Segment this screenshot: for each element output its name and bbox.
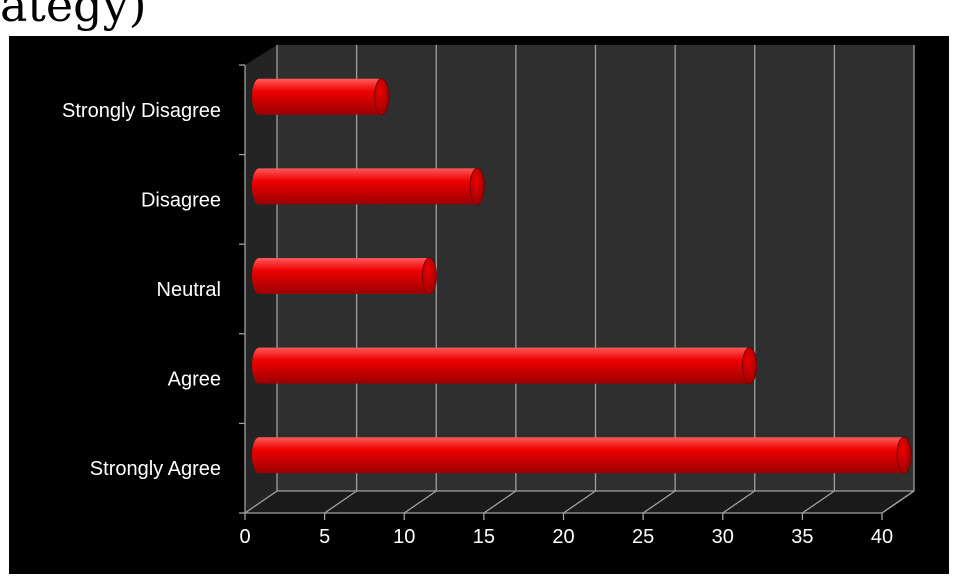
gridline-floor xyxy=(722,490,756,514)
gridline-floor xyxy=(324,490,357,514)
x-tick-label: 10 xyxy=(393,526,415,548)
gridline-floor xyxy=(563,490,596,514)
bar-end-cap xyxy=(896,436,912,474)
bar xyxy=(252,258,437,294)
x-tick-labels: 0 5 10 15 20 25 30 35 40 xyxy=(239,526,893,548)
bar-end-cap xyxy=(741,347,757,385)
slide-title-strip: ategy) xyxy=(0,0,957,36)
bar xyxy=(252,347,757,384)
gridline-floor xyxy=(244,490,278,514)
bars xyxy=(252,78,912,474)
y-category-labels: Strongly Agree Agree Neutral Disagree Strong… xyxy=(62,100,221,480)
bar-end-cap xyxy=(374,78,390,116)
gridline-floor-right xyxy=(881,490,915,514)
x-tick-label: 40 xyxy=(871,526,893,548)
x-tick-label: 20 xyxy=(552,526,574,548)
bar-end-cap xyxy=(421,257,437,295)
gridline-floor xyxy=(483,490,517,514)
slide-title-fragment: ategy) xyxy=(0,0,147,32)
y-category-label: Disagree xyxy=(141,189,221,211)
y-category-label: Strongly Agree xyxy=(90,458,221,480)
x-tick-label: 30 xyxy=(712,526,734,548)
bar xyxy=(252,437,911,474)
bar-end-cap xyxy=(469,167,485,205)
gridline-floor xyxy=(642,490,676,514)
bar xyxy=(252,168,485,205)
y-category-label: Strongly Disagree xyxy=(62,100,221,122)
x-tick-label: 35 xyxy=(791,526,813,548)
gridline-floor xyxy=(403,490,437,514)
axes xyxy=(239,64,883,520)
x-tick-label: 15 xyxy=(473,526,495,548)
gridline-floor xyxy=(802,490,835,514)
bar xyxy=(252,78,389,115)
x-tick-label: 5 xyxy=(319,526,330,548)
y-category-label: Agree xyxy=(168,369,221,391)
y-category-label: Neutral xyxy=(157,279,221,301)
x-tick-label: 0 xyxy=(239,526,250,548)
x-tick-label: 25 xyxy=(632,526,654,548)
